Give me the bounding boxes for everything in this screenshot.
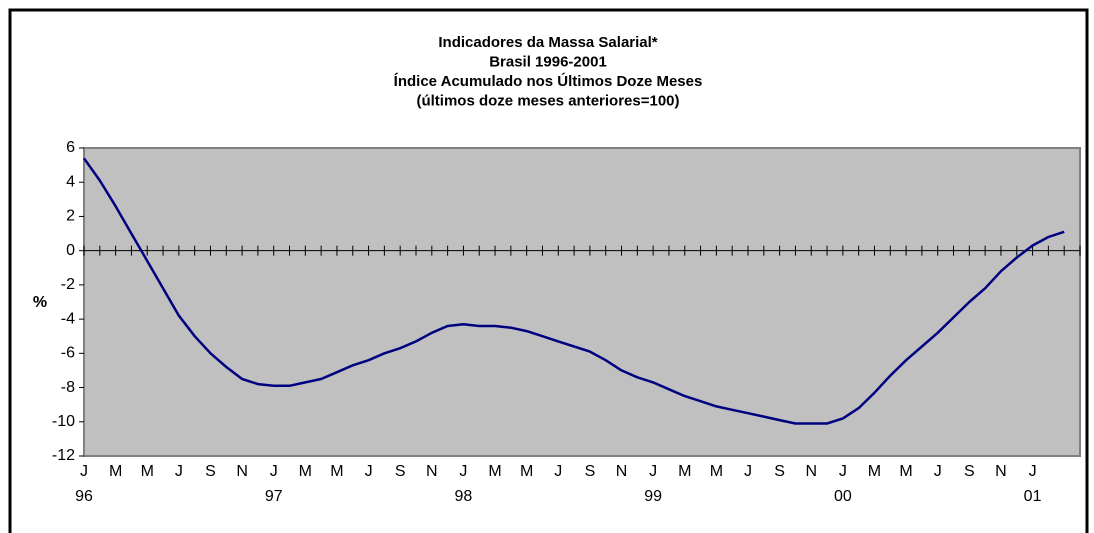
x-tick-label: J [1029,463,1037,480]
x-tick-label: J [459,463,467,480]
y-axis-label: % [33,294,47,311]
y-tick-label: -12 [52,447,75,464]
x-tick-label: J [934,463,942,480]
x-tick-label: M [899,463,912,480]
x-tick-label: N [805,463,817,480]
y-tick-label: -6 [61,345,75,362]
chart-title: (últimos doze meses anteriores=100) [416,92,679,109]
x-tick-label: M [520,463,533,480]
y-tick-label: 0 [66,242,75,259]
x-tick-label: N [426,463,438,480]
x-tick-label: M [678,463,691,480]
series-line [82,157,1065,425]
x-tick-year: 01 [1024,488,1042,505]
x-tick-year: 97 [265,488,283,505]
x-tick-label: M [330,463,343,480]
x-tick-year: 99 [644,488,662,505]
x-tick-label: N [616,463,628,480]
x-tick-label: M [488,463,501,480]
chart-title: Indicadores da Massa Salarial* [438,34,657,51]
x-tick-label: S [774,463,785,480]
x-tick-label: M [109,463,122,480]
x-tick-year: 96 [75,488,93,505]
y-tick-label: -10 [52,413,75,430]
x-tick-label: N [236,463,248,480]
y-tick-label: 4 [66,173,75,190]
x-tick-year: 00 [834,488,852,505]
x-tick-label: M [141,463,154,480]
chart-title: Brasil 1996-2001 [489,53,607,70]
x-tick-label: J [554,463,562,480]
y-tick-label: 6 [66,139,75,156]
chart-title: Índice Acumulado nos Últimos Doze Meses [394,72,703,90]
x-tick-label: M [710,463,723,480]
x-tick-label: J [744,463,752,480]
x-tick-label: S [395,463,406,480]
x-tick-label: J [80,463,88,480]
x-tick-label: S [585,463,596,480]
x-tick-year: 98 [455,488,473,505]
x-tick-label: M [299,463,312,480]
x-tick-label: S [964,463,975,480]
y-tick-label: -4 [61,310,75,327]
x-tick-label: N [995,463,1007,480]
x-tick-label: J [175,463,183,480]
x-tick-label: S [205,463,216,480]
x-tick-label: J [839,463,847,480]
y-tick-label: 2 [66,208,75,225]
y-tick-label: -8 [61,379,75,396]
x-tick-label: M [868,463,881,480]
plot-area [83,147,1081,457]
y-tick-label: -2 [61,276,75,293]
x-tick-label: J [365,463,373,480]
x-tick-label: J [649,463,657,480]
x-tick-label: J [270,463,278,480]
